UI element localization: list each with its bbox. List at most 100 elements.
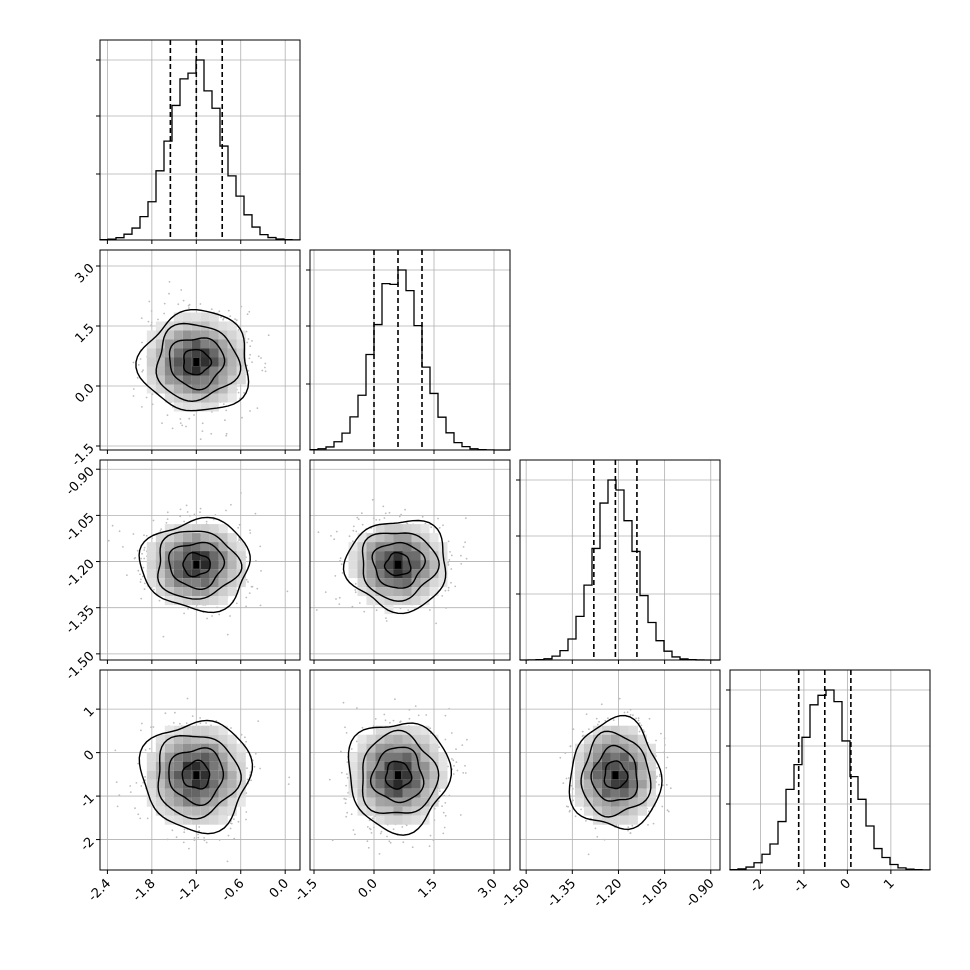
density-cell — [191, 779, 201, 789]
sample-point — [133, 557, 136, 560]
density-cell — [366, 797, 376, 807]
sample-point — [379, 832, 382, 835]
sample-point — [375, 519, 378, 521]
sample-point — [433, 819, 436, 822]
sample-point — [374, 718, 377, 720]
density-cell — [628, 752, 638, 762]
sample-point — [134, 807, 136, 810]
sample-point — [580, 808, 582, 811]
density-cell — [191, 761, 201, 771]
density-cell — [637, 761, 647, 771]
density-cell — [182, 312, 192, 322]
sample-point — [230, 727, 232, 729]
density-cell — [628, 815, 638, 825]
sample-point — [596, 836, 599, 838]
sample-point — [399, 721, 401, 724]
density-cell — [438, 569, 448, 579]
sample-point — [107, 539, 110, 542]
sample-point — [447, 561, 449, 564]
density-cell — [200, 587, 210, 597]
sample-point — [429, 834, 432, 837]
sample-point — [627, 826, 630, 829]
sample-point — [464, 764, 466, 767]
density-cell — [375, 743, 385, 753]
sample-point — [632, 714, 634, 716]
panel-3-0: -2-101-2.4 -1.8 -1.2 -0.6 0.0 — [78, 669, 301, 905]
sample-point — [647, 824, 649, 826]
sample-point — [340, 750, 342, 753]
y-tick-label: -1.20 — [63, 557, 97, 591]
density-cell — [357, 770, 367, 780]
density-cell — [209, 375, 219, 385]
density-cell — [173, 348, 183, 358]
sample-point — [150, 310, 153, 312]
sample-point — [354, 583, 357, 585]
sample-point — [235, 602, 238, 605]
density-cell — [191, 578, 201, 588]
sample-point — [288, 776, 291, 779]
sample-point — [355, 530, 358, 533]
density-cell — [218, 321, 228, 331]
density-cell — [209, 533, 219, 543]
sample-point — [421, 515, 424, 518]
sample-point — [171, 829, 174, 832]
density-cell — [393, 578, 403, 588]
contour-1 — [590, 744, 639, 802]
sample-point — [378, 519, 381, 521]
sample-point — [187, 607, 190, 610]
density-cell — [209, 393, 219, 403]
density-cell — [366, 806, 376, 816]
sample-point — [185, 504, 188, 507]
density-cell — [155, 578, 165, 588]
sample-point — [356, 516, 359, 519]
sample-point — [251, 585, 254, 588]
density-cell — [182, 806, 192, 816]
density-cell — [209, 770, 219, 780]
density-cell — [357, 560, 367, 570]
sample-point — [158, 599, 161, 602]
x-tick-label: 0.0 — [267, 876, 292, 901]
density-cell — [200, 524, 210, 534]
density-cell — [411, 569, 421, 579]
density-cell — [429, 770, 439, 780]
sample-point — [247, 581, 249, 583]
sample-point — [572, 728, 575, 730]
sample-point — [163, 312, 166, 315]
sample-point — [245, 740, 248, 743]
density-cell — [227, 797, 237, 807]
density-cell — [429, 797, 439, 807]
sample-point — [254, 752, 257, 755]
sample-point — [179, 722, 181, 725]
density-cell — [357, 578, 367, 588]
sample-point — [287, 783, 290, 785]
sample-point — [642, 729, 645, 731]
density-cell — [420, 797, 430, 807]
density-cell — [628, 725, 638, 735]
sample-point — [441, 595, 444, 597]
sample-point — [205, 841, 208, 844]
density-cell — [218, 743, 228, 753]
panel-frame — [99, 39, 301, 241]
sample-point — [199, 438, 202, 441]
density-cell — [420, 752, 430, 762]
sample-point — [452, 759, 455, 762]
density-cell — [384, 542, 394, 552]
sample-point — [637, 717, 640, 720]
sample-point — [210, 432, 213, 435]
density-cell — [375, 587, 385, 597]
sample-point — [188, 303, 191, 306]
sample-point — [193, 414, 195, 416]
sample-point — [129, 791, 132, 793]
sample-point — [569, 745, 572, 747]
density-cell — [236, 569, 246, 579]
density-cell — [583, 779, 593, 789]
sample-point — [330, 535, 332, 537]
sample-point — [369, 828, 372, 831]
density-cell — [438, 770, 448, 780]
histogram-3 — [729, 689, 931, 871]
sample-point — [162, 635, 165, 638]
density-cell — [182, 797, 192, 807]
density-cell — [583, 806, 593, 816]
sample-point — [627, 829, 629, 832]
sample-point — [142, 566, 145, 569]
